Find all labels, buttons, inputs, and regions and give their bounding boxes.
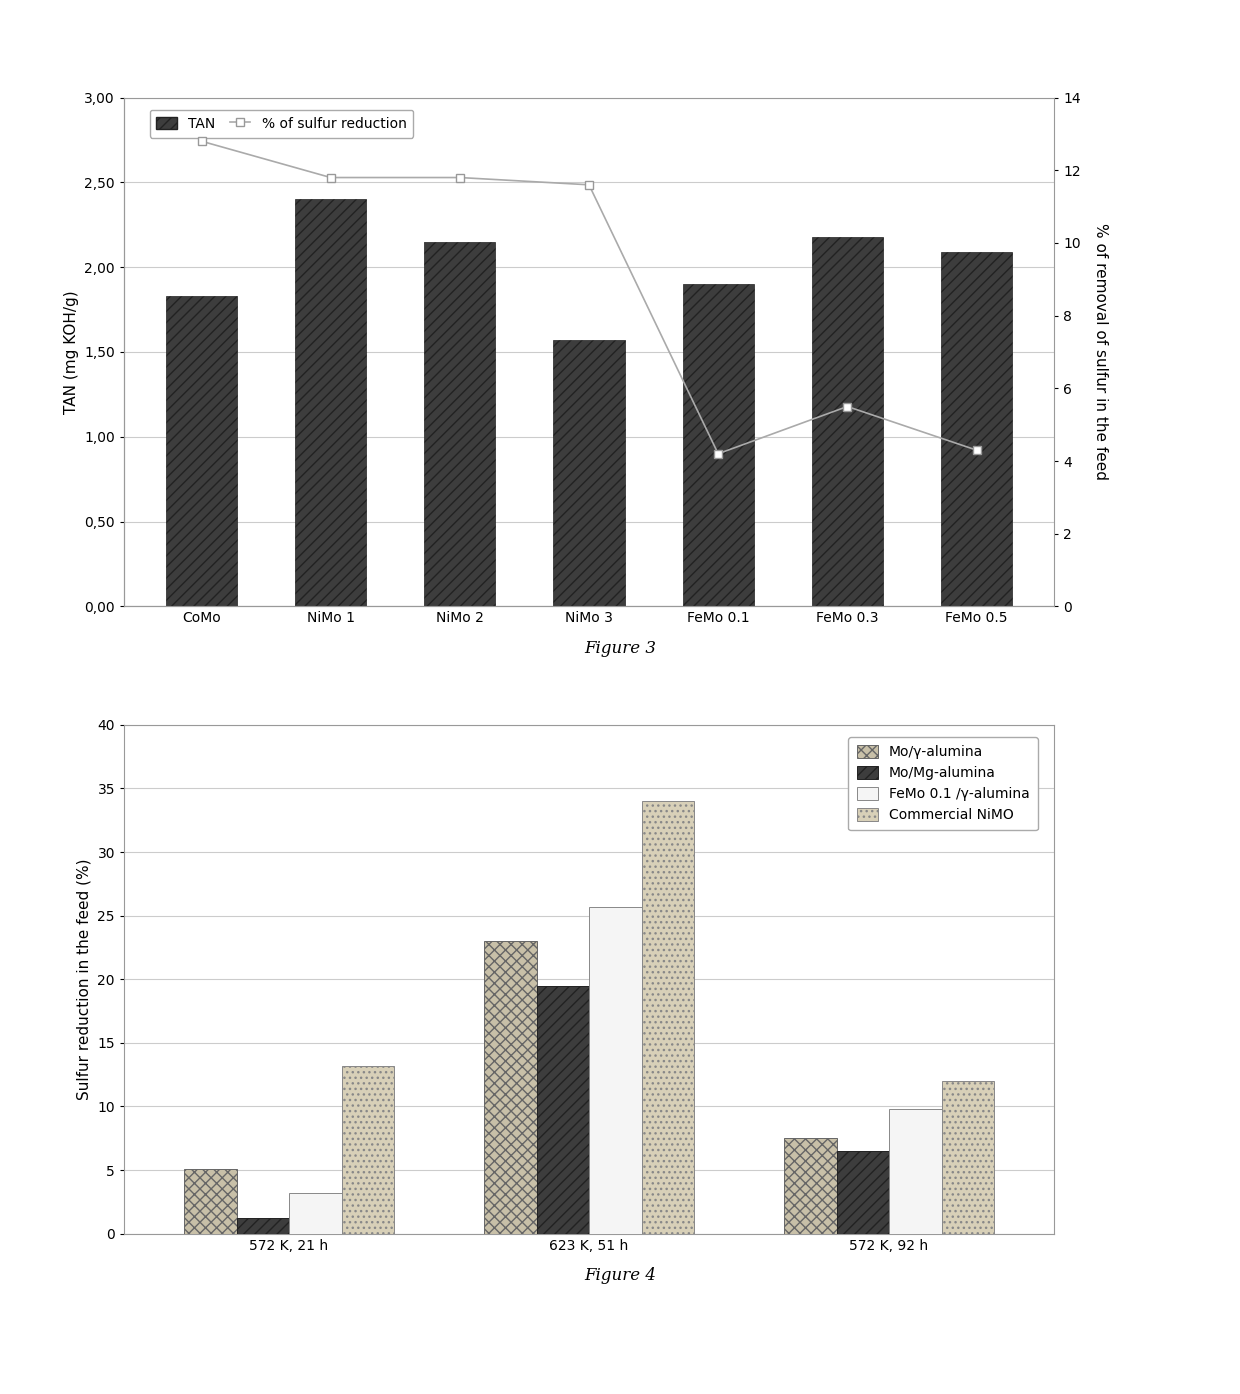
Y-axis label: Sulfur reduction in the feed (%): Sulfur reduction in the feed (%) xyxy=(77,859,92,1100)
Bar xyxy=(341,1066,394,1234)
Bar xyxy=(537,986,589,1234)
Bar xyxy=(184,1168,237,1234)
Bar xyxy=(683,284,754,606)
Y-axis label: TAN (mg KOH/g): TAN (mg KOH/g) xyxy=(63,290,78,414)
Bar xyxy=(553,340,625,606)
Bar xyxy=(237,1218,289,1234)
Y-axis label: % of removal of sulfur in the feed: % of removal of sulfur in the feed xyxy=(1094,223,1109,481)
Bar xyxy=(812,237,883,606)
Bar xyxy=(424,241,495,606)
Legend: Mo/γ-alumina, Mo/Mg-alumina, FeMo 0.1 /γ-alumina, Commercial NiMO: Mo/γ-alumina, Mo/Mg-alumina, FeMo 0.1 /γ… xyxy=(848,737,1038,831)
Bar xyxy=(295,199,366,606)
Bar xyxy=(837,1151,889,1234)
Legend: TAN, % of sulfur reduction: TAN, % of sulfur reduction xyxy=(150,110,413,138)
Bar xyxy=(941,252,1012,606)
Bar xyxy=(784,1139,837,1234)
Bar xyxy=(484,941,537,1234)
Bar xyxy=(289,1193,341,1234)
Bar xyxy=(889,1110,941,1234)
Text: Figure 4: Figure 4 xyxy=(584,1267,656,1284)
Text: Figure 3: Figure 3 xyxy=(584,640,656,657)
Bar xyxy=(641,802,694,1234)
Bar xyxy=(941,1082,994,1234)
Bar xyxy=(166,296,237,606)
Bar xyxy=(589,906,641,1234)
